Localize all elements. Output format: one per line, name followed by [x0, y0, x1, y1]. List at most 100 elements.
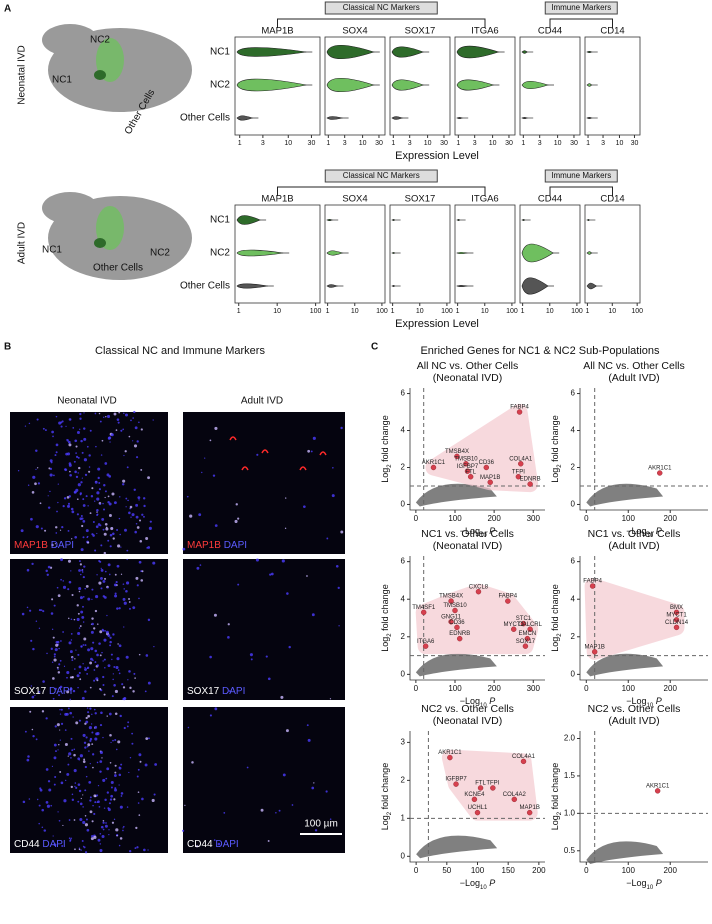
nucleus [79, 818, 83, 822]
nucleus [108, 502, 112, 506]
nucleus [109, 761, 112, 764]
nucleus [68, 463, 72, 467]
y-axis-label: Log2 fold change [380, 763, 392, 830]
nucleus [106, 715, 108, 717]
point-cloud [415, 653, 497, 677]
gene-point [477, 785, 484, 791]
nucleus [50, 804, 53, 807]
group-label: Classical NC Markers [343, 3, 420, 12]
x-tick-label: 1 [391, 140, 395, 147]
nucleus [88, 726, 92, 730]
nucleus [51, 598, 54, 601]
gene-point [448, 619, 454, 625]
facet-frame [389, 36, 451, 136]
nucleus [116, 529, 119, 532]
nucleus [73, 490, 77, 494]
x-tick-label: 10 [351, 308, 359, 315]
nucleus [66, 439, 68, 441]
nucleus [122, 827, 124, 829]
nucleus [329, 818, 332, 820]
nucleus [84, 722, 87, 725]
y-axis-label: Log2 fold change [380, 415, 392, 482]
nucleus [107, 634, 111, 637]
y-tick-label: 6 [401, 389, 406, 398]
nucleus [109, 636, 112, 639]
umap [42, 24, 192, 112]
nucleus [67, 755, 69, 757]
nucleus [85, 716, 88, 720]
nucleus [68, 837, 71, 840]
nucleus [84, 815, 87, 817]
nucleus [64, 468, 67, 471]
micrograph [183, 707, 345, 853]
point-cloud [586, 483, 664, 507]
nucleus [147, 681, 151, 685]
x-tick-label: 10 [616, 140, 624, 147]
nucleus [125, 506, 127, 508]
nucleus [53, 783, 56, 786]
signal [241, 466, 249, 471]
nucleus [36, 798, 39, 801]
nucleus [38, 804, 41, 807]
nucleus [80, 548, 84, 552]
nucleus [114, 764, 117, 767]
nucleus [104, 667, 106, 669]
gene-label: FABP4 [498, 594, 517, 600]
nucleus [53, 655, 56, 658]
nucleus [71, 656, 74, 659]
group-box [544, 1, 618, 15]
nucleus [112, 633, 115, 636]
nucleus [115, 581, 118, 584]
plot-title: NC1 vs. Other Cells [588, 528, 681, 540]
nucleus [340, 426, 343, 430]
nucleus [84, 765, 88, 769]
nucleus [311, 613, 315, 617]
nucleus [73, 460, 76, 463]
nucleus [143, 515, 145, 518]
nucleus [78, 789, 82, 793]
signal [319, 451, 327, 456]
nucleus [265, 655, 268, 658]
nucleus [83, 741, 87, 744]
nucleus [35, 468, 37, 471]
nucleus [138, 597, 140, 600]
x-tick-label: 300 [527, 684, 541, 693]
nucleus [80, 481, 83, 484]
violin [391, 46, 425, 58]
violin [326, 44, 375, 60]
nucleus [129, 686, 132, 690]
nucleus [58, 819, 61, 822]
nucleus [131, 513, 135, 517]
nucleus [131, 732, 134, 735]
marker-label: SOX17 [14, 686, 47, 697]
label-part: fold change [550, 415, 560, 464]
nucleus [71, 676, 74, 679]
stain-label: DAPI [42, 839, 65, 850]
nucleus [111, 492, 115, 496]
nucleus [66, 670, 70, 675]
sample-label: Neonatal IVD [17, 45, 28, 104]
nucleus [303, 505, 306, 508]
nucleus [81, 615, 85, 619]
nucleus [123, 601, 127, 605]
nucleus [121, 483, 125, 486]
nucleus [108, 829, 110, 831]
stain-label: DAPI [224, 540, 247, 551]
label-sub: 2 [387, 464, 393, 468]
label-part: fold change [550, 584, 560, 633]
x-axis-label: Expression Level [395, 150, 479, 162]
nucleus [87, 743, 91, 747]
nucleus [79, 417, 82, 420]
nucleus [34, 694, 36, 697]
nucleus [128, 435, 131, 438]
nucleus [86, 673, 89, 675]
nucleus [59, 529, 62, 531]
nucleus [57, 668, 59, 670]
nucleus [78, 719, 82, 722]
nucleus [102, 684, 105, 686]
nucleus [95, 794, 99, 797]
nucleus [135, 576, 139, 580]
nucleus [87, 535, 89, 538]
nucleus [27, 755, 30, 758]
nucleus [110, 780, 114, 785]
